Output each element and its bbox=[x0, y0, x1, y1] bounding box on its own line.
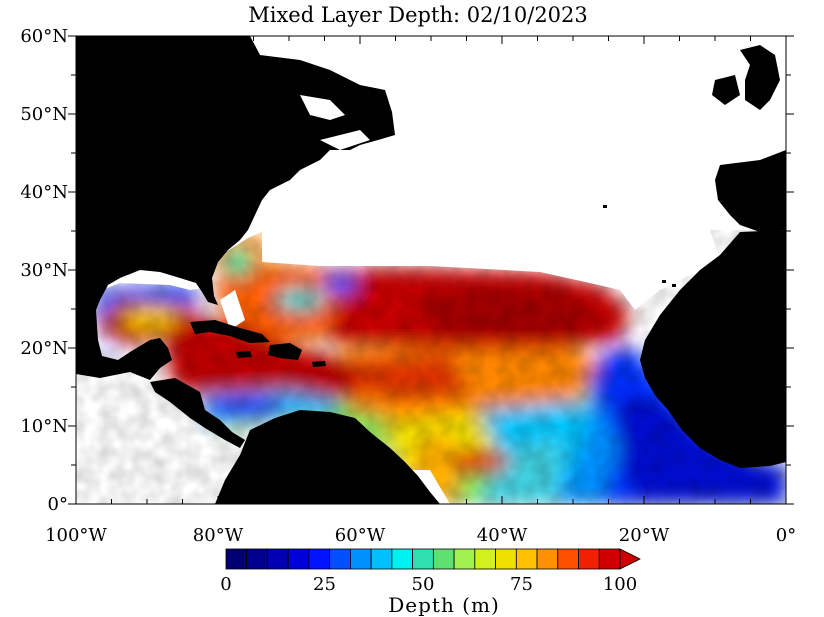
colorbar-swatch bbox=[515, 548, 538, 570]
x-tick-label: 80°W bbox=[193, 525, 244, 546]
colorbar-tick-label: 75 bbox=[510, 574, 533, 595]
y-tick-label: 20°N bbox=[20, 338, 68, 359]
colorbar-swatch bbox=[578, 548, 600, 570]
colorbar-swatch bbox=[536, 548, 559, 570]
colorbar-swatch bbox=[474, 548, 496, 570]
colorbar-swatch bbox=[370, 548, 393, 570]
colorbar-units-label: Depth (m) bbox=[388, 593, 500, 617]
colorbar-extension-arrow bbox=[619, 548, 641, 570]
y-tick-label: 30°N bbox=[20, 260, 68, 281]
colorbar-tick-label: 0 bbox=[220, 574, 231, 595]
y-tick-label: 40°N bbox=[20, 182, 68, 203]
colorbar-swatch bbox=[412, 548, 434, 570]
x-tick-label: 0° bbox=[776, 525, 796, 546]
colorbar-swatch bbox=[350, 548, 372, 570]
colorbar-tick-label: 100 bbox=[603, 574, 637, 595]
x-tick-label: 20°W bbox=[619, 525, 670, 546]
axis-ticks bbox=[68, 35, 794, 505]
colorbar-labels: 0 25 50 75 100 bbox=[220, 574, 637, 595]
y-tick-label: 0° bbox=[48, 494, 68, 515]
colorbar-swatch bbox=[598, 548, 621, 570]
map-plot-area bbox=[76, 36, 786, 504]
colorbar-swatch bbox=[391, 548, 414, 570]
colorbar-swatch bbox=[453, 548, 476, 570]
land-mask bbox=[76, 36, 786, 504]
colorbar-swatch bbox=[246, 548, 268, 570]
y-tick-label: 50°N bbox=[20, 104, 68, 125]
x-tick-label: 60°W bbox=[335, 525, 386, 546]
colorbar-swatch bbox=[267, 548, 289, 570]
colorbar-swatch bbox=[557, 548, 579, 570]
y-tick-label: 60°N bbox=[20, 26, 68, 47]
colorbar-swatch bbox=[308, 548, 331, 570]
colorbar-swatch bbox=[287, 548, 310, 570]
map-title: Mixed Layer Depth: 02/10/2023 bbox=[248, 3, 588, 27]
colorbar-swatch bbox=[329, 548, 351, 570]
colorbar-swatch bbox=[432, 548, 455, 570]
colorbar-swatch bbox=[495, 548, 517, 570]
axis-labels: 100°W 80°W 60°W 40°W 20°W 0° 0° 10°N 20°N 30°N 40°… bbox=[20, 26, 796, 546]
x-tick-label: 100°W bbox=[45, 525, 107, 546]
x-tick-label: 40°W bbox=[477, 525, 528, 546]
y-tick-label: 10°N bbox=[20, 416, 68, 437]
coast-detail bbox=[300, 95, 786, 158]
colorbar bbox=[225, 548, 641, 570]
colorbar-swatch bbox=[225, 548, 248, 570]
colorbar-tick-label: 25 bbox=[313, 574, 336, 595]
colorbar-tick-label: 50 bbox=[412, 574, 435, 595]
